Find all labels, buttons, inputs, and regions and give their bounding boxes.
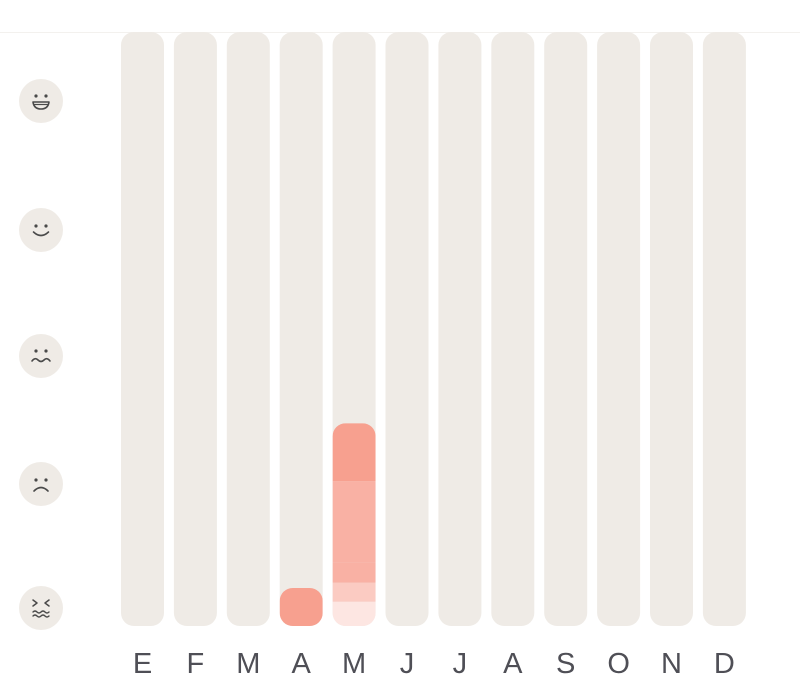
month-track <box>279 32 323 626</box>
month-track <box>491 32 535 626</box>
month-track <box>385 32 429 626</box>
mood-axis <box>0 0 90 700</box>
month-label: E <box>133 648 152 680</box>
month-track <box>702 32 746 626</box>
month-track <box>121 32 164 626</box>
month-track <box>597 32 641 626</box>
month-label: S <box>556 648 575 680</box>
month-label: A <box>503 648 523 680</box>
month-track <box>173 32 217 626</box>
grinning-face-icon <box>19 79 63 123</box>
month-label: O <box>607 648 630 680</box>
wavy-mouth-face-icon <box>19 334 63 378</box>
bar-segment <box>332 601 376 626</box>
month-track <box>650 32 693 626</box>
smiling-face-icon <box>19 208 63 252</box>
month-label: M <box>342 648 366 680</box>
month-label: D <box>714 648 735 680</box>
bar-segment <box>332 481 376 563</box>
month-label: F <box>187 648 205 680</box>
month-bar <box>332 423 376 626</box>
frowning-face-icon <box>19 462 63 506</box>
month-label: J <box>453 648 468 680</box>
month-label: M <box>236 648 260 680</box>
month-track <box>226 32 270 626</box>
month-label: A <box>292 648 312 680</box>
month-bar <box>279 588 323 626</box>
bar-segment <box>332 562 376 583</box>
bar-segment <box>332 423 376 482</box>
month-label: N <box>661 648 682 680</box>
month-track <box>438 32 482 626</box>
month-track <box>544 32 588 626</box>
bar-segment <box>279 588 323 626</box>
distressed-face-icon <box>19 586 63 630</box>
month-label: J <box>400 648 415 680</box>
bar-segment <box>332 582 376 602</box>
